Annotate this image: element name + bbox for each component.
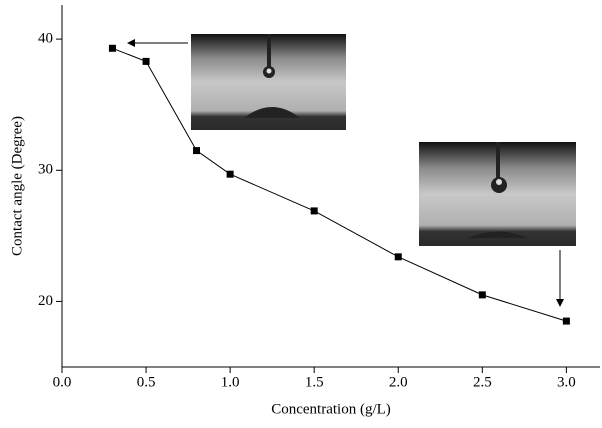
data-point (310, 207, 318, 215)
data-point (226, 170, 234, 178)
x-tick-label: 0.5 (137, 374, 156, 390)
y-axis-label: Contact angle (Degree) (9, 116, 25, 256)
x-tick-label: 2.0 (389, 374, 408, 390)
data-point (142, 57, 150, 65)
data-point (478, 291, 486, 299)
inset-image (419, 142, 576, 246)
y-tick-label: 30 (38, 162, 53, 178)
data-line (112, 47, 567, 322)
data-point (108, 44, 116, 52)
x-tick-label: 1.5 (305, 374, 324, 390)
inset-image (191, 34, 346, 130)
data-point (562, 317, 570, 325)
x-tick-label: 3.0 (557, 374, 576, 390)
x-tick-label: 2.5 (473, 374, 492, 390)
data-point (193, 147, 200, 155)
y-tick-label: 20 (38, 293, 53, 309)
x-tick-label: 1.0 (221, 374, 240, 390)
x-axis-label: Concentration (g/L) (271, 401, 391, 417)
data-point (394, 253, 402, 261)
y-tick-label: 40 (38, 31, 53, 47)
x-tick-label: 0.0 (53, 374, 72, 390)
